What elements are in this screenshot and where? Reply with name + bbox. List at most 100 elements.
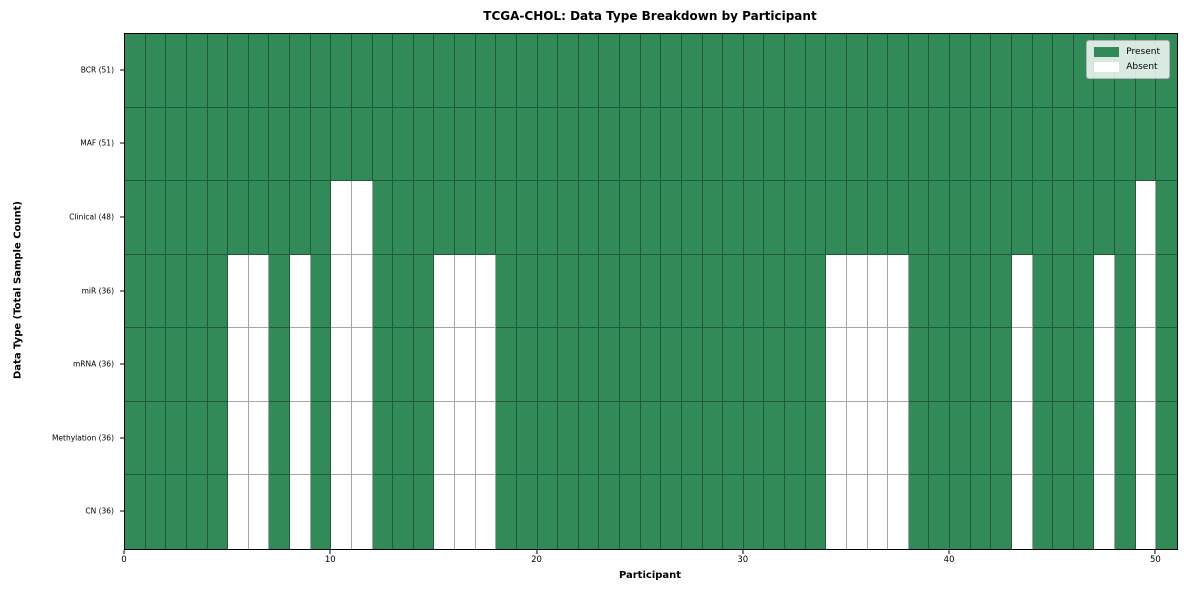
- y-tick-mark: [120, 363, 124, 365]
- heatmap-cell: [661, 328, 682, 402]
- heatmap-cell: [599, 475, 621, 549]
- heatmap-cell: [145, 107, 167, 182]
- heatmap-cell: [372, 181, 394, 255]
- heatmap-cell: [640, 107, 662, 182]
- heatmap-cell: [702, 328, 724, 402]
- heatmap-cell: [290, 475, 311, 549]
- heatmap-cell: [331, 328, 352, 402]
- heatmap-cell: [888, 181, 909, 255]
- heatmap-cell: [496, 34, 517, 108]
- heatmap-cell: [372, 34, 394, 108]
- heatmap-cell: [331, 475, 352, 549]
- heatmap-cell: [578, 254, 600, 329]
- y-tick-label: Methylation (36): [51, 433, 114, 443]
- y-tick-label: miR (36): [81, 286, 114, 295]
- heatmap-cell: [991, 401, 1012, 476]
- heatmap-cell: [558, 34, 579, 108]
- heatmap-cell: [640, 328, 662, 402]
- heatmap-cell: [1053, 475, 1074, 549]
- heatmap-cell: [310, 34, 332, 108]
- heatmap-cell: [1094, 475, 1116, 549]
- heatmap-cell: [578, 107, 600, 182]
- heatmap-cell: [186, 475, 208, 549]
- legend: Present Absent: [1086, 40, 1170, 79]
- y-tick-mark: [120, 69, 124, 71]
- heatmap-cell: [929, 328, 951, 402]
- x-tick-mark: [742, 549, 744, 554]
- y-axis-ticks: BCR (51) MAF (51) Clinical (48) miR (36) mRN…: [0, 33, 124, 548]
- heatmap-cell: [805, 107, 827, 182]
- heatmap-cell: [455, 254, 476, 329]
- heatmap-cell: [723, 107, 744, 182]
- heatmap-cell: [1011, 328, 1033, 402]
- heatmap-cell: [228, 328, 249, 402]
- heatmap-cell: [455, 34, 476, 108]
- heatmap-cell: [558, 107, 579, 182]
- heatmap-cell: [620, 107, 641, 182]
- heatmap-cell: [640, 475, 662, 549]
- heatmap-cell: [1011, 181, 1033, 255]
- heatmap-cell: [908, 401, 930, 476]
- y-tick-mark: [120, 290, 124, 291]
- heatmap-cell: [331, 107, 352, 182]
- heatmap-cell: [145, 34, 167, 108]
- heatmap-cell: [516, 181, 538, 255]
- x-tick-mark: [123, 549, 125, 554]
- heatmap-cell: [475, 34, 497, 108]
- heatmap-cell: [1032, 401, 1054, 476]
- heatmap-cell: [1073, 254, 1095, 329]
- heatmap-cell: [681, 34, 703, 108]
- heatmap-cell: [908, 328, 930, 402]
- heatmap-cell: [558, 328, 579, 402]
- heatmap-cell: [1094, 328, 1116, 402]
- heatmap-cell: [764, 107, 786, 182]
- heatmap-cell: [125, 181, 146, 255]
- heatmap-cell: [269, 328, 291, 402]
- heatmap-cell: [516, 328, 538, 402]
- heatmap-cell: [826, 475, 847, 549]
- heatmap-cell: [537, 34, 559, 108]
- heatmap-cell: [269, 181, 291, 255]
- heatmap-cell: [475, 328, 497, 402]
- heatmap-cell: [681, 475, 703, 549]
- heatmap-cell: [516, 34, 538, 108]
- heatmap-cell: [125, 475, 146, 549]
- heatmap-grid: [125, 34, 1177, 549]
- heatmap-cell: [846, 401, 868, 476]
- heatmap-cell: [661, 401, 682, 476]
- heatmap-cell: [805, 475, 827, 549]
- heatmap-cell: [351, 34, 373, 108]
- heatmap-cell: [351, 107, 373, 182]
- heatmap-cell: [1032, 475, 1054, 549]
- heatmap-cell: [413, 34, 435, 108]
- heatmap-cell: [186, 181, 208, 255]
- heatmap-cell: [351, 401, 373, 476]
- heatmap-cell: [434, 475, 456, 549]
- heatmap-cell: [578, 475, 600, 549]
- heatmap-cell: [888, 475, 909, 549]
- heatmap-cell: [764, 475, 786, 549]
- heatmap-cell: [413, 181, 435, 255]
- heatmap-cell: [248, 181, 270, 255]
- heatmap-cell: [764, 34, 786, 108]
- heatmap-cell: [558, 475, 579, 549]
- heatmap-cell: [764, 181, 786, 255]
- heatmap-cell: [496, 181, 517, 255]
- heatmap-cell: [496, 254, 517, 329]
- heatmap-cell: [475, 401, 497, 476]
- x-tick-mark: [1154, 549, 1156, 554]
- heatmap-cell: [166, 181, 187, 255]
- heatmap-cell: [372, 107, 394, 182]
- heatmap-cell: [599, 107, 621, 182]
- heatmap-cell: [186, 34, 208, 108]
- heatmap-cell: [393, 34, 414, 108]
- heatmap-cell: [950, 107, 971, 182]
- heatmap-cell: [888, 401, 909, 476]
- heatmap-cell: [681, 401, 703, 476]
- heatmap-cell: [1011, 401, 1033, 476]
- heatmap-cell: [331, 181, 352, 255]
- x-tick-label: 20: [531, 554, 542, 565]
- legend-absent-swatch: [1094, 62, 1120, 72]
- heatmap-cell: [950, 328, 971, 402]
- heatmap-cell: [413, 401, 435, 476]
